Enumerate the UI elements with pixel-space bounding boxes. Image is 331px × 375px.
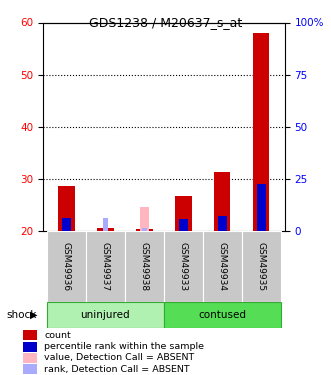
Text: value, Detection Call = ABSENT: value, Detection Call = ABSENT — [44, 353, 195, 362]
Text: GSM49937: GSM49937 — [101, 242, 110, 291]
Text: percentile rank within the sample: percentile rank within the sample — [44, 342, 204, 351]
Bar — [103, 217, 108, 231]
Bar — [62, 217, 71, 231]
Text: GSM49934: GSM49934 — [218, 242, 227, 291]
Bar — [179, 219, 188, 231]
Bar — [47, 302, 164, 328]
Bar — [23, 330, 36, 340]
Text: ▶: ▶ — [30, 310, 37, 320]
Bar — [164, 302, 281, 328]
Bar — [23, 342, 36, 352]
Bar — [175, 196, 192, 231]
Bar — [142, 228, 147, 231]
Text: shock: shock — [7, 310, 37, 320]
Bar — [23, 353, 36, 363]
Bar — [23, 364, 36, 374]
Bar — [203, 231, 242, 302]
Bar — [86, 231, 125, 302]
Bar — [253, 33, 269, 231]
Text: GDS1238 / M20637_s_at: GDS1238 / M20637_s_at — [89, 16, 242, 29]
Text: uninjured: uninjured — [80, 310, 130, 320]
Text: rank, Detection Call = ABSENT: rank, Detection Call = ABSENT — [44, 364, 190, 374]
Bar — [257, 184, 265, 231]
Bar — [136, 229, 153, 231]
Bar — [58, 186, 74, 231]
Bar — [218, 216, 227, 231]
Text: GSM49933: GSM49933 — [179, 242, 188, 291]
Bar — [97, 228, 114, 231]
Text: contused: contused — [198, 310, 246, 320]
Bar — [242, 231, 281, 302]
Text: GSM49935: GSM49935 — [257, 242, 266, 291]
Bar — [47, 231, 86, 302]
Text: GSM49936: GSM49936 — [62, 242, 71, 291]
Bar — [214, 172, 230, 231]
Bar — [125, 231, 164, 302]
Text: count: count — [44, 331, 71, 340]
Text: GSM49938: GSM49938 — [140, 242, 149, 291]
Bar — [140, 207, 149, 231]
Bar — [164, 231, 203, 302]
